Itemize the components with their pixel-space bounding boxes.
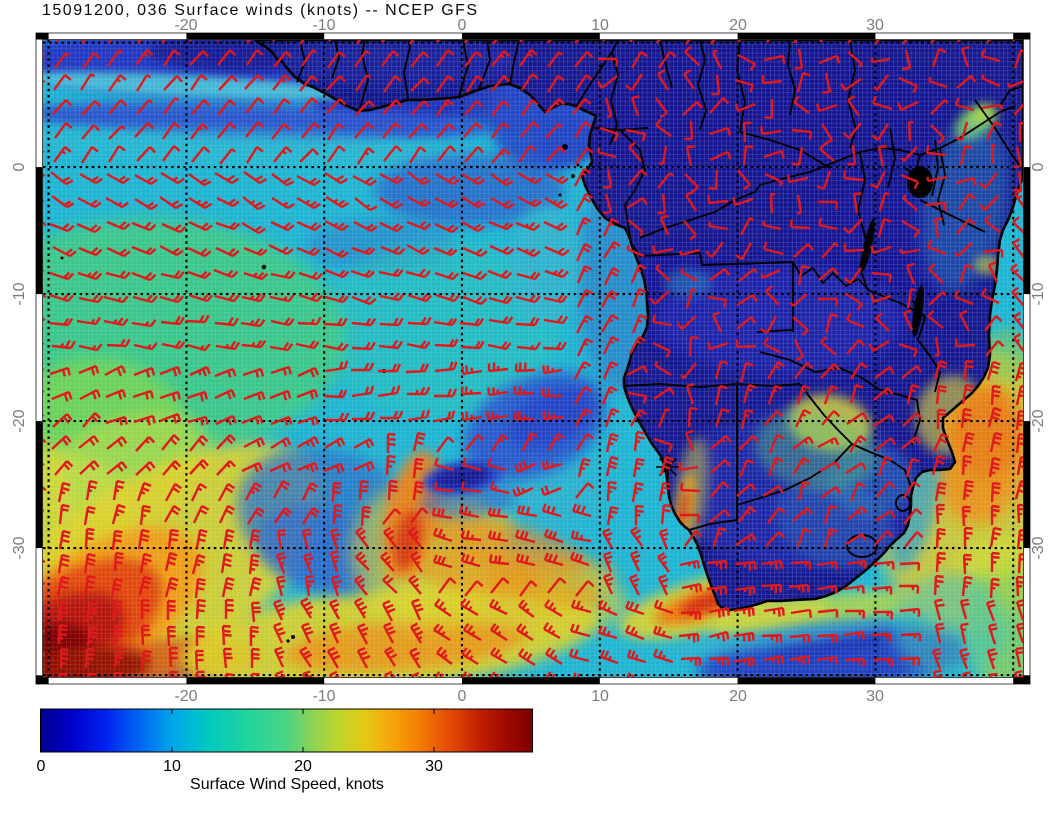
svg-text:20: 20 — [729, 688, 747, 705]
svg-text:30: 30 — [425, 758, 443, 775]
svg-text:10: 10 — [591, 688, 609, 705]
svg-text:-10: -10 — [312, 688, 335, 705]
svg-text:0: 0 — [1030, 162, 1047, 171]
svg-text:-30: -30 — [1030, 536, 1047, 559]
svg-text:0: 0 — [11, 162, 28, 171]
svg-text:-10: -10 — [312, 17, 335, 34]
svg-text:-10: -10 — [1030, 282, 1047, 305]
svg-text:-20: -20 — [174, 688, 197, 705]
svg-text:15091200, 036 Surface winds (k: 15091200, 036 Surface winds (knots) -- N… — [42, 2, 479, 19]
svg-text:0: 0 — [37, 758, 46, 775]
svg-text:Surface Wind Speed, knots: Surface Wind Speed, knots — [190, 776, 384, 793]
svg-text:20: 20 — [729, 17, 747, 34]
svg-text:0: 0 — [458, 688, 467, 705]
svg-text:-20: -20 — [11, 409, 28, 432]
svg-text:-20: -20 — [174, 17, 197, 34]
svg-text:10: 10 — [163, 758, 181, 775]
svg-text:30: 30 — [866, 688, 884, 705]
svg-text:-20: -20 — [1030, 409, 1047, 432]
svg-text:-10: -10 — [11, 282, 28, 305]
svg-text:-30: -30 — [11, 536, 28, 559]
svg-text:0: 0 — [458, 17, 467, 34]
svg-text:20: 20 — [294, 758, 312, 775]
svg-text:30: 30 — [866, 17, 884, 34]
svg-text:10: 10 — [591, 17, 609, 34]
